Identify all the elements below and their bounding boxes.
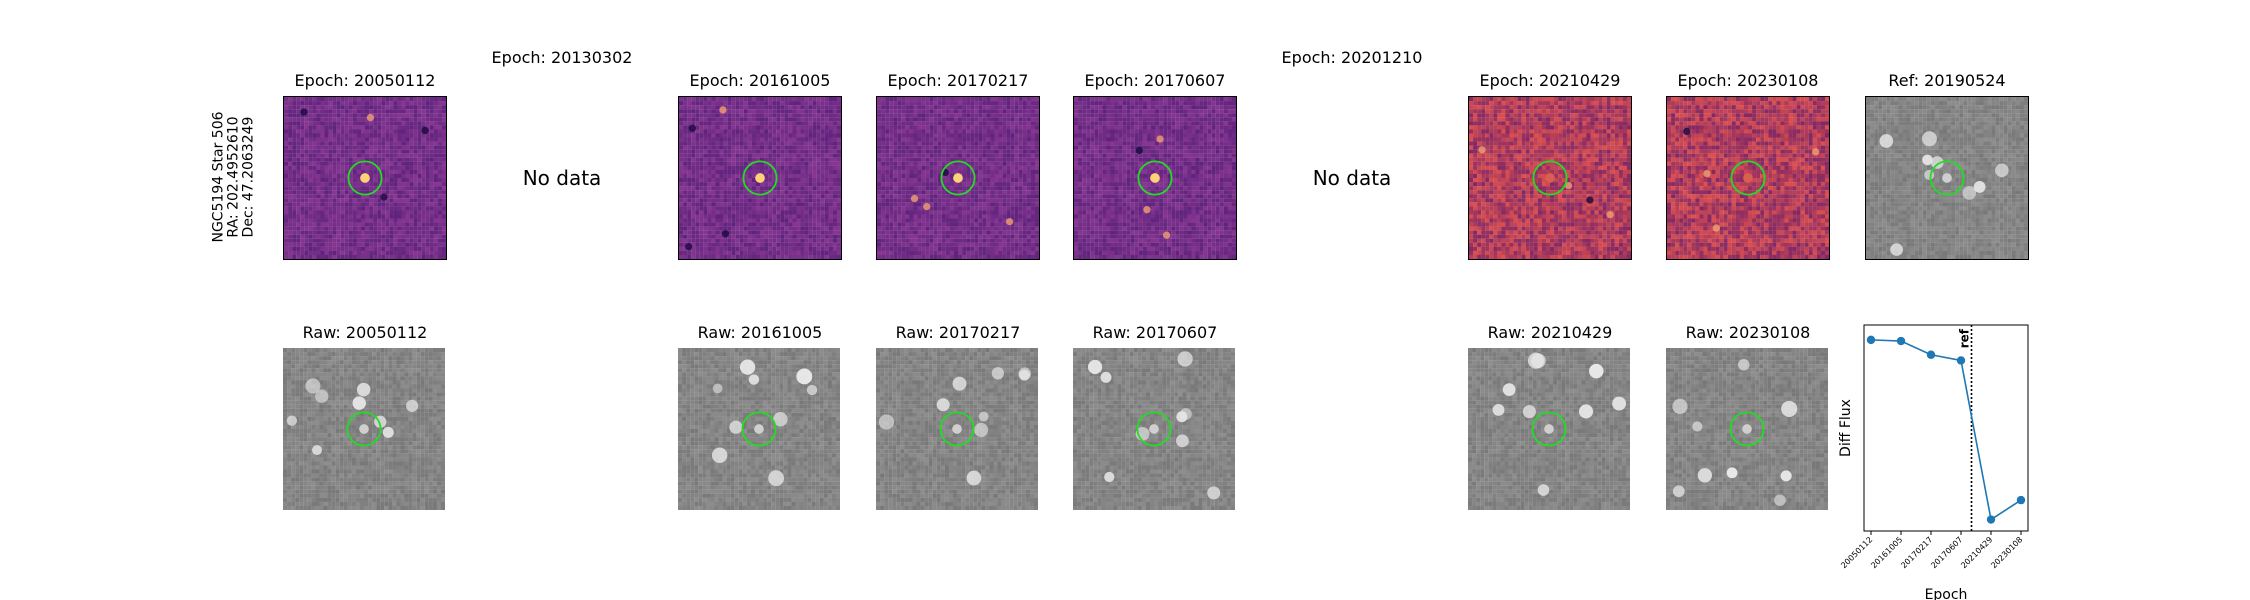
raw-image <box>1073 348 1237 512</box>
raw-panel-title: Raw: 20170607 <box>1093 323 1218 342</box>
raw-panel-title: Raw: 20170217 <box>896 323 1021 342</box>
reference-image <box>1865 96 2029 260</box>
raw-image <box>1468 348 1632 512</box>
diff-panel-title: Epoch: 20130302 <box>492 48 633 67</box>
difference-image <box>1468 96 1632 260</box>
diff-panel-title: Epoch: 20201210 <box>1282 48 1423 67</box>
data-point <box>1986 515 1996 524</box>
star-name: NGC5194 Star 506 <box>211 111 227 242</box>
data-point <box>1896 336 1906 346</box>
raw-image <box>1666 348 1830 512</box>
star-dec: Dec: 47.2063249 <box>241 111 257 242</box>
light-curve-chart: ref2005011220161005201702172017060720210… <box>1838 324 2029 600</box>
difference-image <box>678 96 842 260</box>
raw-image <box>283 348 447 512</box>
ref-line-label: ref <box>1958 328 1972 348</box>
plot-frame <box>1863 324 2029 532</box>
raw-image <box>876 348 1040 512</box>
diff-panel-title: Epoch: 20050112 <box>295 71 436 90</box>
x-tick-label: 20230108 <box>1989 535 2024 570</box>
diff-panel-title: Epoch: 20170217 <box>888 71 1029 90</box>
difference-image <box>1073 96 1237 260</box>
data-point <box>2016 495 2026 505</box>
data-point <box>1956 356 1966 365</box>
raw-image <box>678 348 842 512</box>
star-ra: RA: 202.4952610 <box>226 111 242 242</box>
difference-image <box>1666 96 1830 260</box>
no-data-label: No data <box>523 166 602 190</box>
star-info-label: NGC5194 Star 506 RA: 202.4952610 Dec: 47… <box>211 111 257 242</box>
raw-panel-title: Raw: 20210429 <box>1488 323 1613 342</box>
raw-panel-title: Raw: 20230108 <box>1686 323 1811 342</box>
no-data-label: No data <box>1313 166 1392 190</box>
diff-panel-title: Epoch: 20161005 <box>690 71 831 90</box>
difference-image <box>876 96 1040 260</box>
series-line <box>1870 339 2022 521</box>
diff-panel-title: Epoch: 20230108 <box>1678 71 1819 90</box>
raw-panel-title: Raw: 20161005 <box>698 323 823 342</box>
data-point <box>1926 350 1936 359</box>
diff-panel-title: Epoch: 20170607 <box>1085 71 1226 90</box>
raw-panel-title: Raw: 20050112 <box>303 323 428 342</box>
x-axis-label: Epoch <box>1925 587 1968 600</box>
data-point <box>1866 335 1876 345</box>
diff-panel-title: Epoch: 20210429 <box>1480 71 1621 90</box>
difference-image <box>283 96 447 260</box>
y-axis-label: Diff Flux <box>1838 399 1854 457</box>
diff-panel-title: Ref: 20190524 <box>1888 71 2005 90</box>
